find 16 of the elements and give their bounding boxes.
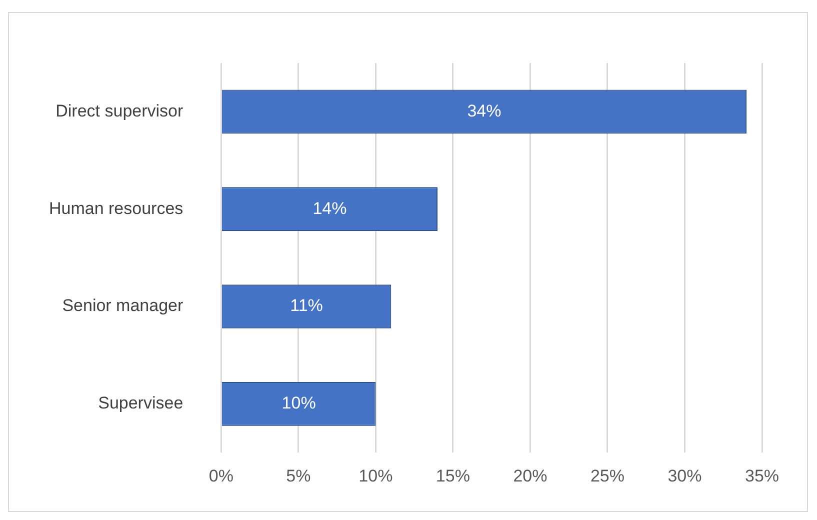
x-tick-label: 0% <box>208 466 234 486</box>
y-tick-label: Human resources <box>48 198 184 218</box>
data-label: 11% <box>290 296 323 316</box>
x-tick-label: 25% <box>590 466 624 486</box>
x-tick-label: 15% <box>436 466 470 486</box>
data-label: 34% <box>467 101 502 120</box>
x-tick-label: 30% <box>668 466 702 486</box>
x-tick-label: 20% <box>513 466 548 486</box>
x-tick-label: 10% <box>358 466 393 486</box>
data-label: 14% <box>312 198 347 218</box>
x-tick-label: 35% <box>744 466 780 486</box>
x-tick-label: 5% <box>286 466 311 486</box>
y-tick-label: Supervisee <box>98 394 184 413</box>
y-tick-label: Direct supervisor <box>56 101 184 120</box>
data-label: 10% <box>282 394 316 413</box>
y-tick-label: Senior manager <box>62 296 184 316</box>
